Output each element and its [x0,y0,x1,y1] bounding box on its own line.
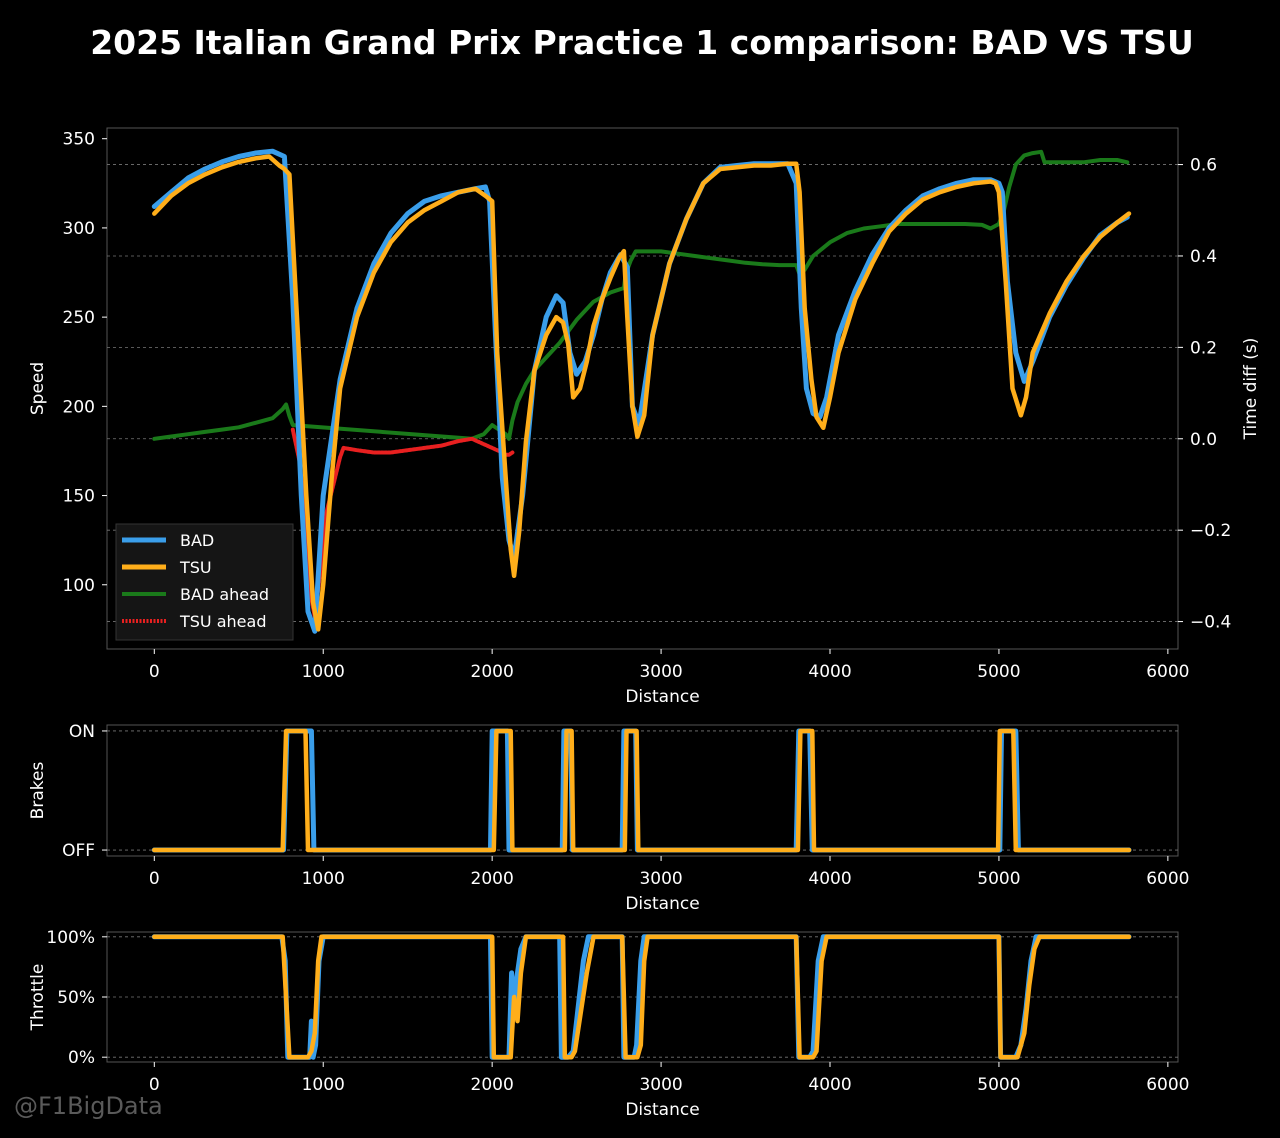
brakes-ytick-label: ON [69,722,95,742]
brakes-series-tsu [152,728,1132,853]
speed-plot-frame [106,127,1179,650]
watermark: @F1BigData [14,1092,163,1120]
brakes-xtick-label: 0 [149,869,160,889]
chart-title: 2025 Italian Grand Prix Practice 1 compa… [90,23,1194,62]
legend-label: BAD ahead [180,585,269,604]
throttle-ytick-label: 0% [68,1048,95,1068]
speed-series-bad-ahead [152,149,1130,441]
throttle-xtick-label: 0 [149,1075,160,1095]
brakes-xlabel: Distance [625,894,699,914]
speed-y2tick-label: 0.4 [1190,247,1217,267]
throttle-xtick-label: 1000 [302,1075,345,1095]
throttle-xtick-label: 4000 [808,1075,851,1095]
brakes-xtick-label: 1000 [302,869,345,889]
speed-y2tick-label: −0.4 [1190,613,1231,633]
speed-ytick-label: 150 [63,487,95,507]
throttle-xtick-label: 3000 [639,1075,682,1095]
throttle-ytick-label: 100% [46,928,95,948]
brakes-plot-frame [106,724,1179,857]
brakes-panel: 0 1000 2000 3000 4000 5000 6000 Distance OFF ON Br… [28,722,1189,914]
speed-y2label: Time diff (s) [1241,338,1261,441]
legend-label: TSU [179,558,212,577]
speed-xtick-label: 6000 [1146,662,1189,682]
speed-y2tick-label: 0.6 [1190,156,1217,176]
brakes-xtick-label: 4000 [808,869,851,889]
speed-ytick-label: 300 [63,219,95,239]
throttle-xlabel: Distance [625,1100,699,1120]
speed-xtick-label: 5000 [977,662,1020,682]
legend: BAD TSU BAD ahead TSU ahead [115,523,294,641]
speed-xtick-label: 1000 [302,662,345,682]
brakes-ylabel: Brakes [28,762,48,820]
speed-panel: 0 1000 2000 3000 4000 5000 6000 Distance 100 150 2… [28,127,1261,707]
throttle-ylabel: Throttle [28,964,48,1032]
speed-series-tsu [152,154,1132,632]
speed-y2tick-label: 0.2 [1190,338,1217,358]
brakes-xtick-label: 2000 [471,869,514,889]
throttle-xtick-label: 6000 [1146,1075,1189,1095]
speed-ytick-label: 100 [63,576,95,596]
speed-ytick-label: 350 [63,130,95,150]
speed-xtick-label: 0 [149,662,160,682]
brakes-xtick-label: 6000 [1146,869,1189,889]
speed-series-tsu-ahead [290,427,515,619]
legend-box [115,523,294,641]
brakes-ytick-label: OFF [62,841,95,861]
speed-ytick-label: 250 [63,308,95,328]
throttle-xtick-label: 5000 [977,1075,1020,1095]
throttle-series-tsu [152,934,1132,1060]
speed-xtick-label: 3000 [639,662,682,682]
speed-xtick-label: 4000 [808,662,851,682]
speed-xtick-label: 2000 [471,662,514,682]
throttle-ytick-label: 50% [57,988,95,1008]
speed-ytick-label: 200 [63,397,95,417]
throttle-panel: 0 1000 2000 3000 4000 5000 6000 Distance 0% 50% 10… [28,928,1189,1120]
legend-label: TSU ahead [179,612,266,631]
legend-label: BAD [180,531,214,550]
speed-y2tick-label: 0.0 [1190,430,1217,450]
brakes-xtick-label: 5000 [977,869,1020,889]
brakes-xtick-label: 3000 [639,869,682,889]
speed-ylabel: Speed [28,362,48,415]
brakes-series-bad [151,728,1132,853]
speed-y2tick-label: −0.2 [1190,521,1231,541]
speed-xlabel: Distance [625,687,699,707]
throttle-xtick-label: 2000 [471,1075,514,1095]
